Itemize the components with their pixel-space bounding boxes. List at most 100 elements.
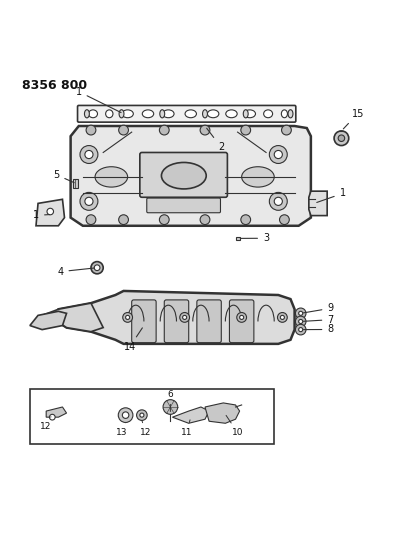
Ellipse shape [142,110,153,118]
Text: 8: 8 [303,325,333,335]
Text: 4: 4 [57,266,94,277]
Circle shape [337,135,344,141]
Circle shape [294,308,305,319]
Ellipse shape [88,110,97,118]
Circle shape [298,319,302,324]
Circle shape [163,400,177,414]
FancyBboxPatch shape [164,300,188,343]
Text: 14: 14 [123,328,142,352]
Text: 11: 11 [180,420,192,437]
Circle shape [49,414,55,420]
Ellipse shape [95,167,127,187]
Circle shape [122,312,132,322]
Circle shape [269,192,287,211]
Circle shape [179,312,189,322]
FancyBboxPatch shape [146,198,220,213]
Ellipse shape [202,110,207,118]
Text: 1: 1 [76,87,121,112]
Circle shape [274,197,282,205]
Circle shape [80,146,98,164]
Ellipse shape [160,110,164,118]
Circle shape [159,125,169,135]
Text: 1: 1 [316,189,345,203]
Polygon shape [46,407,66,417]
Circle shape [236,312,246,322]
Circle shape [298,311,302,316]
Polygon shape [308,191,326,215]
Circle shape [86,125,96,135]
Circle shape [118,408,133,423]
Circle shape [139,413,144,417]
Circle shape [80,192,98,211]
Circle shape [239,316,243,319]
Ellipse shape [241,167,274,187]
Text: 5: 5 [53,169,74,183]
Polygon shape [42,303,103,332]
Text: 6: 6 [167,390,173,411]
Circle shape [279,215,289,224]
Ellipse shape [243,110,247,118]
Polygon shape [172,407,209,423]
Circle shape [136,410,147,421]
Text: 3: 3 [240,233,268,243]
Circle shape [125,316,129,319]
Text: 9: 9 [303,303,333,313]
Text: 2: 2 [206,128,224,152]
Circle shape [47,208,54,215]
Ellipse shape [243,110,255,118]
Circle shape [281,125,291,135]
Ellipse shape [184,110,196,118]
Circle shape [294,316,305,327]
Text: 12: 12 [40,417,51,431]
Circle shape [86,215,96,224]
Ellipse shape [84,110,89,118]
FancyBboxPatch shape [229,300,253,343]
Polygon shape [30,311,66,329]
Text: 1: 1 [33,211,49,221]
FancyBboxPatch shape [196,300,221,343]
Text: 15: 15 [342,109,363,129]
Text: 12: 12 [140,421,151,437]
Circle shape [91,262,103,274]
FancyBboxPatch shape [139,152,227,197]
Polygon shape [36,199,64,226]
FancyBboxPatch shape [77,106,295,122]
Ellipse shape [121,110,133,118]
Ellipse shape [106,110,113,118]
Ellipse shape [162,110,174,118]
Circle shape [277,312,287,322]
Text: 10: 10 [225,415,243,437]
Circle shape [122,412,128,418]
Ellipse shape [288,110,292,118]
Text: 7: 7 [303,314,333,325]
Circle shape [159,215,169,224]
Ellipse shape [207,110,218,118]
Ellipse shape [161,163,206,189]
Text: 13: 13 [115,423,127,437]
Polygon shape [70,126,310,226]
Polygon shape [235,237,239,240]
Circle shape [240,215,250,224]
Circle shape [118,125,128,135]
FancyBboxPatch shape [131,300,156,343]
Circle shape [274,150,282,159]
Bar [72,179,77,188]
Ellipse shape [119,110,124,118]
Circle shape [333,131,348,146]
Polygon shape [54,291,294,344]
Ellipse shape [281,110,287,118]
Circle shape [182,316,186,319]
Circle shape [298,328,302,332]
Circle shape [240,125,250,135]
Text: 8356 800: 8356 800 [22,79,87,92]
FancyBboxPatch shape [30,389,274,443]
Circle shape [280,316,284,319]
Circle shape [85,150,93,159]
Circle shape [118,215,128,224]
Circle shape [85,197,93,205]
Ellipse shape [225,110,236,118]
Polygon shape [204,403,239,423]
Ellipse shape [263,110,272,118]
Circle shape [294,324,305,335]
Circle shape [269,146,287,164]
